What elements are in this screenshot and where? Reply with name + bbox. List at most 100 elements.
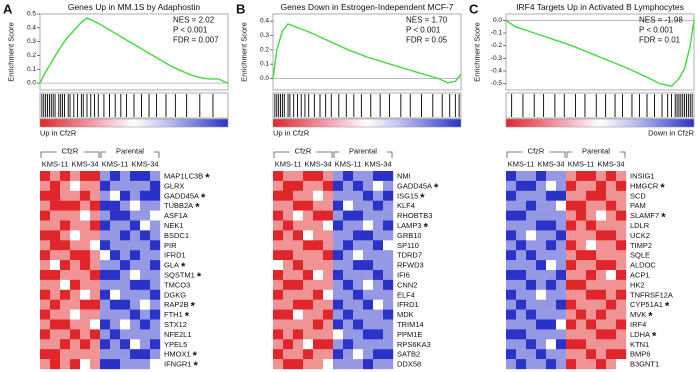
heatmap-cell bbox=[120, 339, 131, 350]
gene-label: CNN2 bbox=[397, 280, 417, 289]
heatmap-cell bbox=[343, 210, 354, 221]
heatmap-cell bbox=[556, 180, 567, 191]
heatmap-cell bbox=[273, 299, 284, 310]
heatmap-cell bbox=[60, 309, 71, 320]
heatmap-cell bbox=[303, 171, 314, 182]
gene-label: IFNGR1 bbox=[164, 360, 192, 369]
heatmap-cell bbox=[130, 309, 141, 320]
heatmap-cell bbox=[566, 329, 577, 340]
heatmap-cell bbox=[353, 309, 364, 320]
heatmap-cell bbox=[353, 180, 364, 191]
heatmap-cell bbox=[363, 270, 374, 281]
gene-star: * bbox=[660, 182, 665, 194]
heatmap-cell bbox=[556, 339, 567, 350]
heatmap-cell bbox=[516, 260, 527, 271]
heatmap-cell bbox=[303, 240, 314, 251]
rank-colorbar bbox=[39, 118, 229, 128]
heatmap-cell bbox=[546, 299, 557, 310]
gene-label: SQLE bbox=[630, 251, 650, 260]
gene-star: * bbox=[648, 311, 653, 323]
heatmap-cell bbox=[40, 349, 51, 360]
heatmap-cell bbox=[596, 270, 607, 281]
heatmap-cell bbox=[566, 299, 577, 310]
heatmap-cell bbox=[576, 180, 587, 191]
heatmap-cell bbox=[273, 171, 284, 182]
heatmap-cell bbox=[110, 171, 121, 182]
heatmap-cell bbox=[90, 220, 101, 231]
heatmap-cell bbox=[323, 299, 334, 310]
heatmap-cell bbox=[353, 240, 364, 251]
heatmap-cell bbox=[273, 230, 284, 241]
heatmap-cell bbox=[60, 279, 71, 290]
heatmap-cell bbox=[70, 279, 81, 290]
heatmap-cell bbox=[90, 349, 101, 360]
heatmap-cell bbox=[616, 240, 627, 251]
heatmap-cell bbox=[373, 260, 384, 271]
heatmap-cell bbox=[283, 339, 294, 350]
heatmap-cell bbox=[293, 359, 304, 370]
heatmap-cell bbox=[546, 349, 557, 360]
heatmap-cell bbox=[60, 190, 71, 201]
heatmap-cell bbox=[303, 180, 314, 191]
heatmap-cell bbox=[506, 319, 517, 330]
heatmap-cell bbox=[50, 289, 61, 300]
heatmap-cell bbox=[70, 349, 81, 360]
heatmap-cell bbox=[120, 329, 131, 340]
heatmap-cell bbox=[616, 359, 627, 370]
gene-label: DGKG bbox=[164, 290, 186, 299]
heatmap-cell bbox=[526, 279, 537, 290]
heatmap-cell bbox=[526, 200, 537, 211]
heatmap-cell bbox=[110, 230, 121, 241]
y-tick-label: 0.0 bbox=[493, 17, 502, 24]
panel-letter: C bbox=[469, 2, 479, 17]
heatmap-cell bbox=[606, 190, 617, 201]
gene-star: * bbox=[185, 311, 190, 323]
heatmap-cell bbox=[313, 289, 324, 300]
heatmap-cell bbox=[90, 230, 101, 241]
heatmap-cell bbox=[323, 279, 334, 290]
heatmap-cell bbox=[323, 270, 334, 281]
heatmap-cell bbox=[100, 270, 111, 281]
heatmap-cell bbox=[586, 210, 597, 221]
heatmap-cell bbox=[373, 190, 384, 201]
gene-label: BMP6 bbox=[630, 350, 650, 359]
heatmap-cell bbox=[110, 329, 121, 340]
heatmap-cell bbox=[120, 190, 131, 201]
heatmap-cell bbox=[80, 180, 91, 191]
heatmap-cell bbox=[373, 359, 384, 370]
heatmap-cell bbox=[130, 200, 141, 211]
heatmap-cell bbox=[80, 339, 91, 350]
heatmap-cell bbox=[150, 270, 161, 281]
y-axis-label: Enrichment Score bbox=[7, 22, 16, 82]
heatmap-cell bbox=[526, 220, 537, 231]
heatmap-cell bbox=[60, 289, 71, 300]
heatmap-cell bbox=[333, 339, 344, 350]
heatmap-cell bbox=[313, 220, 324, 231]
heatmap-cell bbox=[353, 329, 364, 340]
gene-label: ALDOC bbox=[630, 261, 656, 270]
heatmap-cell bbox=[110, 289, 121, 300]
heatmap-cell bbox=[150, 349, 161, 360]
annotation: P < 0.001 bbox=[173, 26, 208, 35]
subgroup-label: KMS-11 bbox=[508, 160, 535, 169]
heatmap-cell bbox=[70, 319, 81, 330]
y-tick-label: 0.5 bbox=[27, 11, 36, 18]
y-tick-label: -0.2 bbox=[491, 42, 503, 49]
heatmap-cell bbox=[576, 200, 587, 211]
chart-title: Genes Down in Estrogen-Independent MCF-7 bbox=[281, 2, 454, 12]
heatmap-cell bbox=[586, 200, 597, 211]
heatmap-cell bbox=[566, 260, 577, 271]
y-tick-label: 0.1 bbox=[27, 66, 36, 73]
group-label: CfzR bbox=[62, 147, 79, 156]
heatmap-cell bbox=[516, 329, 527, 340]
heatmap-cell bbox=[373, 339, 384, 350]
heatmap-cell bbox=[130, 339, 141, 350]
heatmap-cell bbox=[40, 309, 51, 320]
gene-label: YPEL5 bbox=[164, 340, 187, 349]
heatmap-cell bbox=[506, 200, 517, 211]
heatmap-cell bbox=[323, 349, 334, 360]
heatmap-cell bbox=[373, 250, 384, 261]
heatmap-cell bbox=[516, 220, 527, 231]
heatmap-cell bbox=[140, 359, 151, 370]
heatmap-cell bbox=[526, 260, 537, 271]
